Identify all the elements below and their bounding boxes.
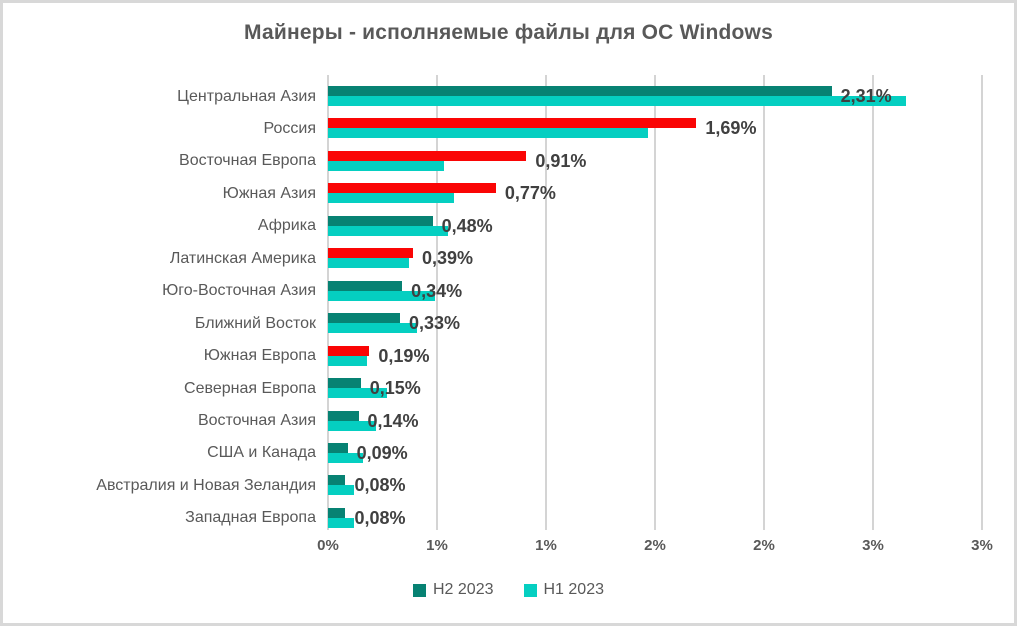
legend-label: H1 2023 [543,581,605,598]
category-label: Латинская Америка [169,249,316,267]
chart-row: 0,14% [328,410,982,432]
legend-item: H2 2023 [413,581,494,599]
data-label: 0,33% [408,313,460,334]
plot-area: 2,31% 1,69% 0,91% 0,77% 0,48% 0,39% 0,34% 0,33%… [327,75,983,530]
chart-row: 1,69% [328,118,982,139]
bar-h2-2023 [328,118,697,129]
legend-item: H1 2023 [523,581,605,599]
x-axis-tick-label: 2% [753,537,775,554]
gridline [981,75,983,530]
bar-h1-2023 [328,323,418,334]
chart-row: 0,08% [328,475,982,496]
chart-row: 2,31% [328,86,982,107]
category-label: Южная Азия [222,184,316,202]
bar-h1-2023 [328,193,455,204]
bar-h2-2023 [328,248,414,259]
chart-row: 0,19% [328,345,982,367]
data-label: 0,34% [411,280,463,301]
bar-h1-2023 [328,388,387,399]
data-label: 0,08% [354,507,406,528]
category-label: Австралия и Новая Зеландия [96,476,316,494]
bar-h1-2023 [328,517,355,528]
bar-h1-2023 [328,452,363,463]
data-label: 0,08% [354,475,406,496]
legend: H2 2023 H1 2023 [3,581,1014,599]
data-label: 0,91% [535,150,587,171]
bar-h2-2023 [328,378,361,389]
bar-h2-2023 [328,86,832,96]
data-label: 0,09% [356,442,408,463]
bar-h1-2023 [328,96,906,106]
bar-h1-2023 [328,290,435,301]
bar-h1-2023 [328,420,376,431]
category-label: Западная Европа [185,509,316,527]
gridline [654,75,656,530]
x-axis: 0% 1% 1% 2% 2% 3% 3% [317,537,993,559]
gridline [545,75,547,530]
bar-h2-2023 [328,183,496,194]
category-label: Восточная Европа [179,152,316,170]
bar-h2-2023 [328,507,346,518]
chart-row: 0,39% [328,248,982,269]
chart-title: Майнеры - исполняемые файлы для ОС Windo… [244,21,773,44]
bar-h2-2023 [328,345,370,356]
category-label: Юго-Восточная Азия [162,282,316,300]
category-label: Северная Европа [184,379,316,397]
data-label: 0,39% [422,248,474,269]
data-label: 0,19% [378,345,430,366]
legend-label: H2 2023 [433,581,494,598]
x-axis-tick-label: 3% [971,537,993,554]
chart-row: 0,48% [328,215,982,237]
bar-h2-2023 [328,313,400,324]
x-axis-tick-label: 3% [862,537,884,554]
category-label: Южная Европа [203,347,316,365]
gridline [872,75,874,530]
data-label: 0,48% [441,215,493,236]
chart-row: 0,15% [328,378,982,399]
x-axis-tick-label: 1% [426,537,448,554]
bar-h2-2023 [328,410,359,421]
bar-h2-2023 [328,280,403,291]
chart-row: 0,33% [328,313,982,334]
data-label: 0,14% [367,410,419,431]
bar-h1-2023 [328,258,409,269]
chart-row: 0,77% [328,183,982,204]
category-label: Центральная Азия [177,87,316,105]
category-label: Африка [257,217,316,235]
bar-h2-2023 [328,215,433,226]
data-label: 2,31% [840,86,892,106]
chart-row: 0,08% [328,507,982,529]
legend-swatch-h1-2023 [523,583,537,597]
category-label: Восточная Азия [197,412,316,429]
bar-h1-2023 [328,225,448,236]
data-label: 0,15% [369,378,421,399]
category-label: Ближний Восток [194,314,316,332]
bar-h1-2023 [328,355,368,366]
gridline [763,75,765,530]
chart-row: 0,91% [328,150,982,172]
legend-swatch-h2-2023 [413,583,426,597]
x-axis-tick-label: 2% [644,537,666,554]
bar-h1-2023 [328,128,649,139]
gridline [327,75,329,530]
category-axis: Центральная Азия Россия Восточная Европа Юж… [3,75,316,530]
data-label: 1,69% [705,118,757,139]
bar-h1-2023 [328,160,444,171]
bar-h2-2023 [328,475,346,486]
bar-h2-2023 [328,442,348,453]
bar-h2-2023 [328,150,527,161]
chart-row: 0,34% [328,280,982,302]
category-label: Россия [263,119,316,137]
gridline [436,75,438,530]
bar-h1-2023 [328,485,355,496]
x-axis-tick-label: 0% [317,537,339,554]
chart-row: 0,09% [328,442,982,464]
x-axis-tick-label: 1% [535,537,557,554]
category-label: США и Канада [207,444,316,462]
data-label: 0,77% [504,183,556,204]
